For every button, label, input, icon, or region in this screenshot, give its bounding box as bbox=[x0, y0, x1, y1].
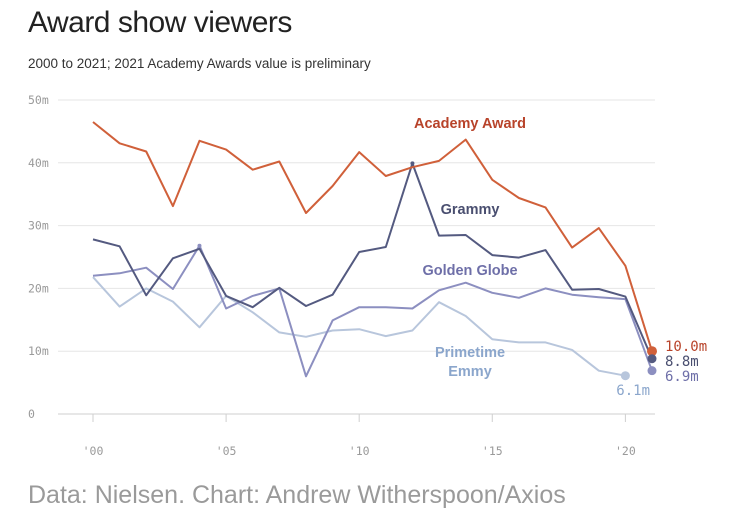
x-tick-label: '05 bbox=[216, 444, 237, 458]
grid-lines bbox=[58, 99, 655, 415]
series-name-label: Primetime Emmy bbox=[435, 345, 505, 380]
series-name-line: Primetime bbox=[435, 345, 505, 361]
series-line-golden-globe bbox=[92, 244, 653, 378]
x-tick-label: '15 bbox=[482, 444, 503, 458]
end-value-label: 8.8m bbox=[665, 354, 699, 370]
chart-subtitle: 2000 to 2021; 2021 Academy Awards value … bbox=[28, 56, 371, 71]
series-line-grammy bbox=[92, 162, 653, 360]
y-tick-label: 30m bbox=[28, 219, 49, 233]
series-line-primetime-emmy bbox=[92, 276, 626, 377]
x-tick-label: '20 bbox=[615, 444, 636, 458]
chart-title: Award show viewers bbox=[28, 6, 292, 39]
golden-globe-peak-point bbox=[197, 243, 202, 248]
end-point bbox=[647, 366, 657, 376]
series-line-academy-award bbox=[92, 121, 653, 352]
series-lines bbox=[92, 121, 657, 381]
y-tick-label: 10m bbox=[28, 344, 49, 358]
x-tick-label: '00 bbox=[83, 444, 104, 458]
end-value-label: 10.0m bbox=[665, 339, 707, 355]
chart-source: Data: Nielsen. Chart: Andrew Witherspoon… bbox=[28, 481, 566, 509]
y-tick-label: 50m bbox=[28, 93, 49, 107]
series-name-label: Golden Globe bbox=[422, 263, 517, 279]
series-name-label: Academy Award bbox=[414, 116, 526, 132]
y-tick-label: 40m bbox=[28, 156, 49, 170]
series-name-line: Emmy bbox=[448, 364, 492, 380]
axis-ticks: 0 10m 20m 30m 40m 50m '00 '05 '10 '15 '20 bbox=[28, 93, 636, 458]
end-point bbox=[620, 371, 630, 381]
grammy-peak-point bbox=[410, 161, 415, 166]
series-name-label: Grammy bbox=[441, 202, 500, 218]
end-point bbox=[647, 354, 657, 364]
series-labels: Academy Award Grammy Golden Globe Primetime… bbox=[414, 116, 707, 399]
end-point bbox=[647, 346, 657, 357]
end-value-label: 6.1m bbox=[616, 383, 650, 399]
x-tick-label: '10 bbox=[349, 444, 370, 458]
end-value-label: 6.9m bbox=[665, 369, 699, 385]
y-tick-label: 20m bbox=[28, 281, 49, 295]
y-tick-label: 0 bbox=[28, 407, 35, 421]
